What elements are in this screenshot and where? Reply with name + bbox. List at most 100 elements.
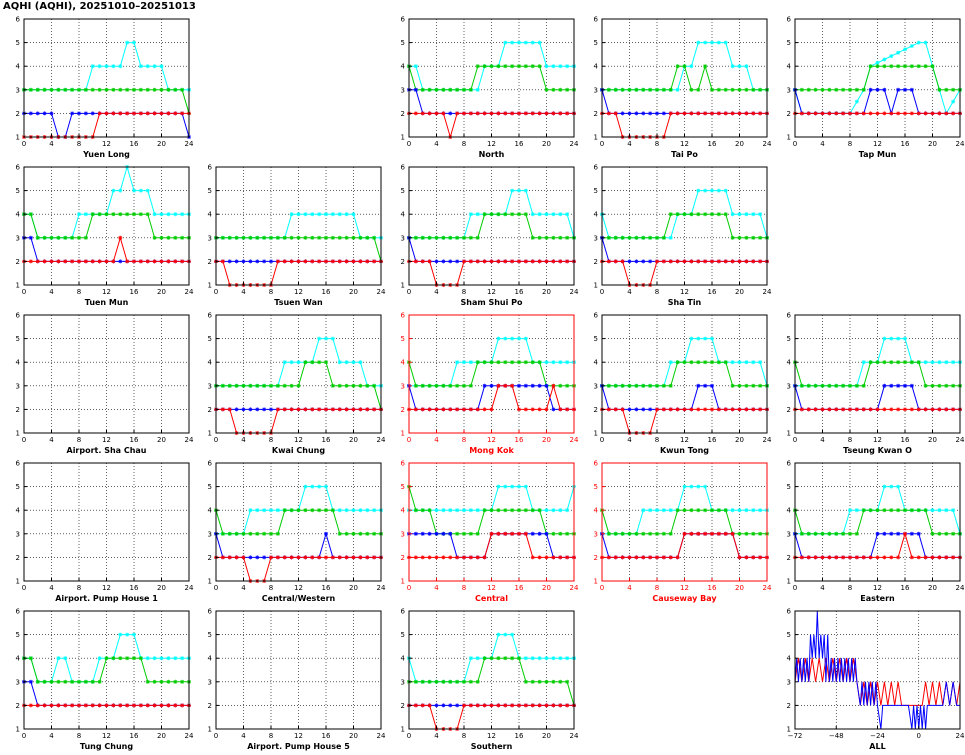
data-point: [861, 87, 866, 92]
data-point: [655, 259, 659, 264]
x-tick-label: 24: [185, 584, 194, 592]
chart-title: Mong Kok: [469, 446, 514, 455]
data-point: [180, 679, 185, 684]
y-tick-label: 3: [787, 86, 791, 94]
data-point: [737, 259, 742, 264]
data-point: [441, 407, 446, 412]
x-tick-label: 0: [22, 436, 26, 444]
data-point: [634, 531, 639, 536]
data-point: [696, 212, 701, 217]
y-tick-label: 5: [401, 483, 405, 491]
y-tick-label: 6: [787, 16, 792, 24]
data-point: [523, 111, 528, 116]
data-point: [337, 360, 342, 365]
plot-frame: [23, 18, 190, 138]
data-point: [324, 407, 328, 412]
data-point: [606, 235, 611, 240]
data-point: [517, 188, 521, 193]
x-tick-label: 0: [22, 140, 26, 148]
data-point: [337, 259, 342, 264]
y-tick-label: 5: [401, 187, 405, 195]
data-point: [255, 508, 260, 513]
data-point: [125, 40, 130, 45]
data-point: [565, 703, 570, 708]
data-point: [916, 531, 921, 536]
data-point: [118, 188, 123, 193]
data-point: [716, 212, 721, 217]
y-tick-label: 1: [208, 282, 212, 290]
x-tick-label: 12: [680, 584, 689, 592]
data-point: [517, 656, 521, 661]
data-point: [565, 555, 570, 560]
data-point: [138, 87, 143, 92]
data-point: [63, 259, 68, 264]
data-point: [751, 508, 756, 513]
y-tick-label: 3: [16, 530, 20, 538]
y-tick-label: 5: [208, 631, 212, 639]
data-point: [661, 235, 666, 240]
x-tick-label: 24: [570, 584, 579, 592]
data-point: [510, 111, 515, 116]
data-point: [854, 531, 859, 536]
x-tick-label: 16: [515, 732, 524, 740]
data-point: [365, 407, 370, 412]
x-tick-label: 12: [102, 584, 111, 592]
data-point: [455, 111, 460, 116]
data-point: [710, 188, 714, 193]
y-tick-label: 6: [401, 460, 406, 468]
data-point: [351, 508, 356, 513]
x-tick-label: 0: [214, 584, 218, 592]
data-point: [56, 679, 61, 684]
data-point: [330, 508, 335, 513]
data-point: [537, 212, 542, 217]
data-point: [510, 188, 515, 193]
data-point: [882, 360, 887, 365]
data-point: [703, 40, 708, 45]
data-point: [703, 383, 708, 388]
x-tick-label: 20: [928, 584, 937, 592]
data-point: [510, 484, 515, 489]
data-point: [97, 212, 102, 217]
data-point: [655, 235, 659, 240]
data-point: [827, 111, 832, 116]
data-point: [413, 703, 418, 708]
data-point: [324, 235, 328, 240]
data-point: [77, 87, 81, 92]
data-point: [951, 111, 956, 116]
data-point: [420, 111, 425, 116]
x-tick-label: 20: [349, 288, 358, 296]
data-point: [489, 703, 494, 708]
data-point: [351, 531, 356, 536]
x-tick-label: 24: [763, 140, 772, 148]
data-point: [310, 212, 315, 217]
data-point: [434, 407, 439, 412]
data-point: [537, 555, 542, 560]
data-point: [166, 87, 171, 92]
data-point: [152, 656, 157, 661]
y-tick-label: 1: [16, 726, 20, 734]
data-point: [510, 360, 515, 365]
data-point: [696, 188, 701, 193]
series-line: [24, 213, 189, 239]
x-tick-label: 24: [763, 288, 772, 296]
x-tick-label: 12: [487, 732, 496, 740]
data-point: [530, 555, 535, 560]
data-point: [344, 360, 349, 365]
data-point: [455, 360, 460, 365]
chart-panel: −72 −48 −24 0 24 1 2 3 4 5 6 ALL: [787, 608, 965, 752]
data-point: [145, 111, 150, 116]
data-point: [118, 212, 123, 217]
data-point: [875, 407, 880, 412]
data-point: [716, 508, 721, 513]
y-tick-label: 3: [401, 678, 405, 686]
data-point: [420, 508, 425, 513]
data-point: [28, 235, 33, 240]
data-point: [875, 87, 880, 92]
x-tick-label: 8: [462, 140, 466, 148]
data-point: [537, 656, 542, 661]
data-point: [565, 407, 570, 412]
y-tick-label: 4: [594, 507, 599, 515]
data-point: [475, 259, 480, 264]
data-point: [241, 531, 246, 536]
data-point: [365, 531, 370, 536]
